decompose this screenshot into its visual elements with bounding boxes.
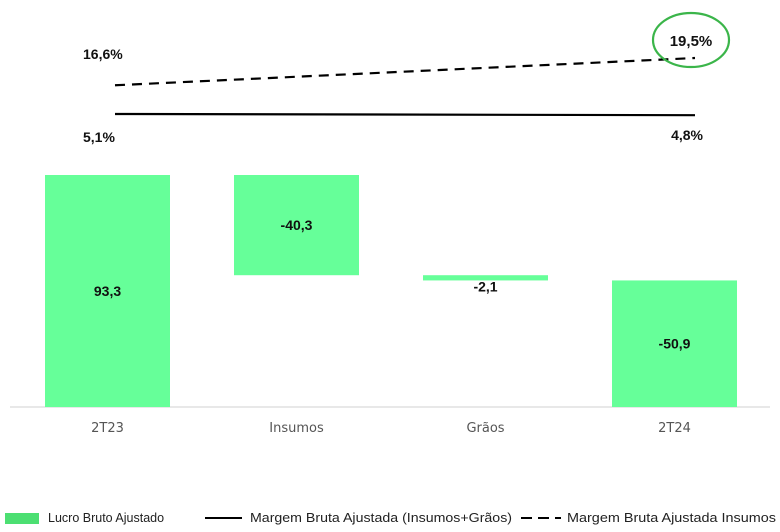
category-label: Insumos xyxy=(269,421,324,436)
bar-insumos xyxy=(234,175,359,276)
highlight-circle xyxy=(651,11,731,69)
margin-insumos-start-label: 16,6% xyxy=(83,46,123,62)
legend-label-margem-total: Margem Bruta Ajustada (Insumos+Grãos) xyxy=(250,511,512,525)
category-label: Grãos xyxy=(466,421,504,436)
bar-2t23 xyxy=(45,175,170,407)
bar-value-label: -40,3 xyxy=(281,217,313,233)
margin-insumos-end-label: 19,5% xyxy=(670,33,713,50)
bar-grãos xyxy=(423,275,548,281)
bar-value-label: -50,9 xyxy=(659,336,691,352)
margin-total-end-label: 4,8% xyxy=(671,127,703,143)
margin-total-start-label: 5,1% xyxy=(83,129,115,145)
margin-insumos-line xyxy=(114,56,696,87)
bar-value-label: 93,3 xyxy=(94,283,121,299)
legend-label-margem-insumos: Margem Bruta Ajustada Insumos xyxy=(567,511,776,525)
margin-total-line xyxy=(114,112,696,117)
bar-2t24 xyxy=(612,280,737,407)
category-label: 2T23 xyxy=(91,421,124,436)
legend-label-lucro: Lucro Bruto Ajustado xyxy=(48,511,164,525)
category-label: 2T24 xyxy=(658,421,691,436)
legend-swatch-bar xyxy=(5,513,39,524)
bar-value-label: -2,1 xyxy=(473,278,497,294)
